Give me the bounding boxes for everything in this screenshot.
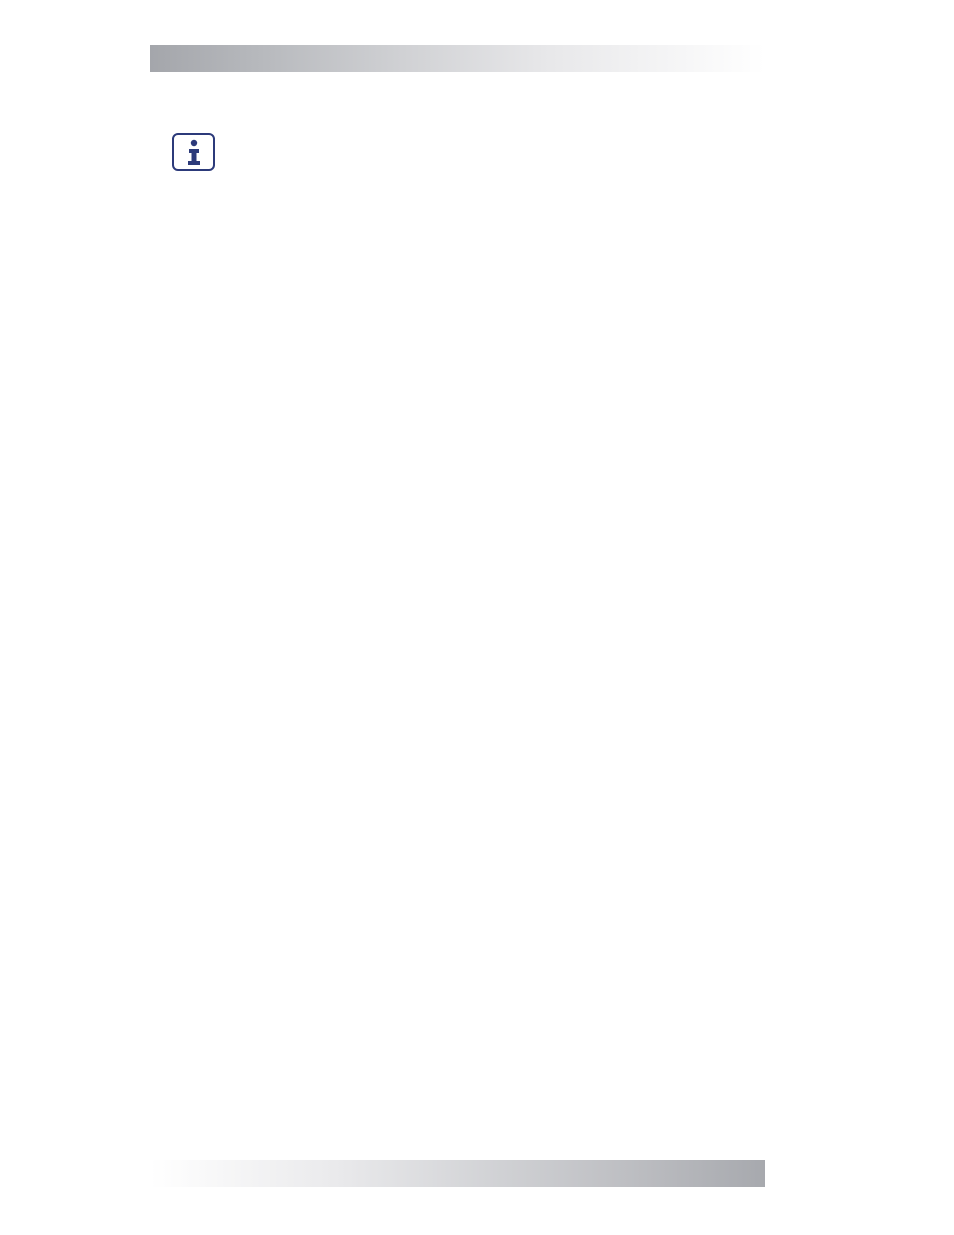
info-glyph <box>184 139 204 165</box>
info-icon <box>172 133 215 171</box>
header-gradient-band <box>150 45 765 72</box>
footer-gradient-band <box>150 1160 765 1187</box>
